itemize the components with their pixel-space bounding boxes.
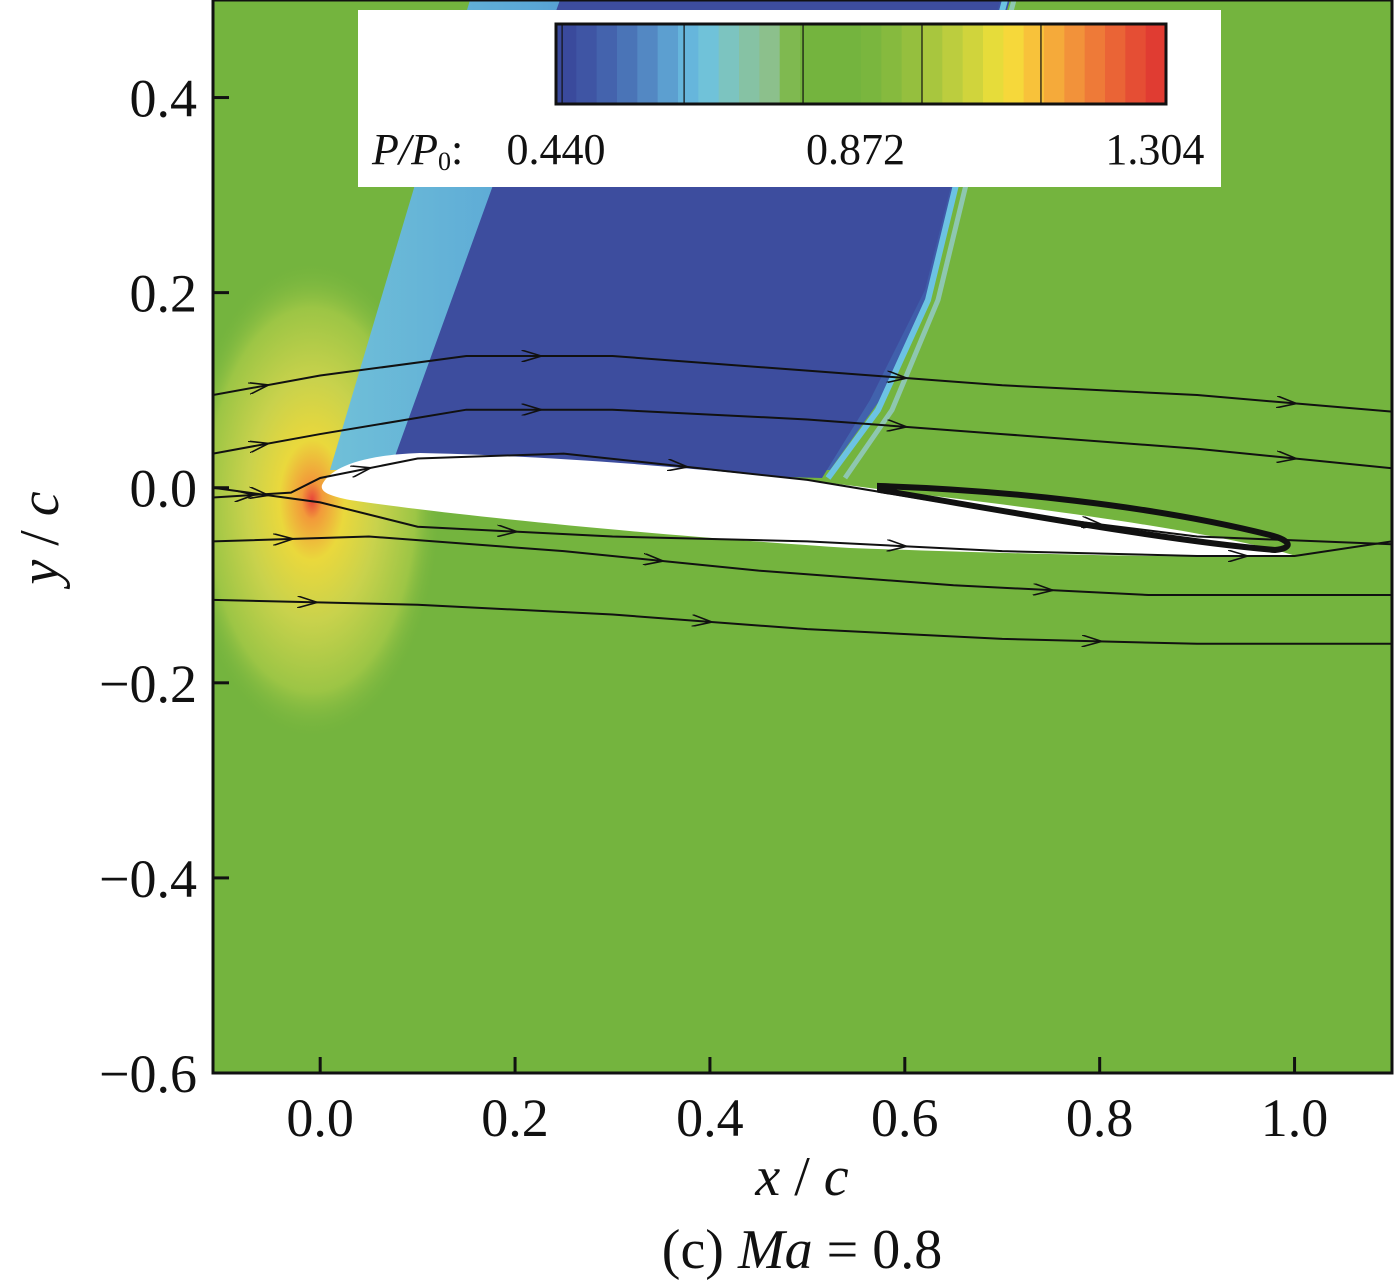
colorbar-tick-label: 0.872 — [806, 125, 905, 174]
y-tick-label: 0.0 — [130, 459, 198, 519]
colorbar-swatch — [576, 24, 598, 104]
y-tick-label: −0.6 — [99, 1044, 197, 1104]
x-tick-label: 1.0 — [1261, 1088, 1329, 1148]
y-tick-label: −0.2 — [99, 654, 197, 714]
y-tick-label: 0.2 — [130, 264, 198, 324]
y-tick-label: −0.4 — [99, 849, 197, 909]
colorbar — [556, 24, 1167, 104]
colorbar-swatch — [861, 24, 882, 104]
figure-caption: (c) Ma = 0.8 — [662, 1219, 942, 1281]
y-axis-label: y / c — [9, 491, 71, 589]
streamline — [213, 535, 1392, 597]
airfoil — [321, 453, 1296, 557]
colorbar-swatch — [1125, 24, 1147, 104]
colorbar-swatch — [1105, 24, 1126, 104]
colorbar-swatch — [1084, 24, 1106, 104]
y-axis: 0.4 0.2 0.0 −0.2 −0.4 −0.6 — [99, 69, 229, 1104]
colorbar-swatch — [637, 24, 659, 104]
colorbar-swatch — [962, 24, 984, 104]
colorbar-swatch — [596, 24, 618, 104]
colorbar-swatch — [983, 24, 1004, 104]
x-tick-label: 0.2 — [481, 1088, 549, 1148]
colorbar-swatch — [881, 24, 903, 104]
colorbar-legend: P/P0: 0.440 0.872 1.304 — [358, 10, 1221, 187]
colorbar-swatch — [739, 24, 760, 104]
colorbar-swatch — [556, 24, 577, 104]
x-tick-label: 0.8 — [1066, 1088, 1134, 1148]
colorbar-swatch — [1003, 24, 1025, 104]
streamlines — [213, 356, 1392, 644]
colorbar-swatch — [901, 24, 923, 104]
colorbar-swatch — [617, 24, 638, 104]
colorbar-frame — [554, 22, 1168, 106]
colorbar-swatch — [820, 24, 842, 104]
streamline — [213, 408, 1392, 470]
colorbar-tick-labels: 0.440 0.872 1.304 — [507, 125, 1205, 174]
colorbar-swatch — [840, 24, 862, 104]
colorbar-tick-label: 1.304 — [1105, 125, 1204, 174]
colorbar-swatch — [759, 24, 781, 104]
colorbar-swatch — [1044, 24, 1065, 104]
y-tick-label: 0.4 — [130, 69, 198, 129]
x-axis-label: x / c — [754, 1146, 848, 1208]
streamline — [213, 486, 1392, 558]
colorbar-swatch — [698, 24, 720, 104]
separation-bubble — [877, 482, 1291, 554]
colorbar-swatch — [678, 24, 699, 104]
colorbar-tick-label: 0.440 — [507, 125, 606, 174]
x-tick-label: 0.4 — [676, 1088, 744, 1148]
colorbar-swatch — [657, 24, 679, 104]
colorbar-swatch — [800, 24, 821, 104]
colorbar-swatch — [1145, 24, 1167, 104]
colorbar-swatch — [942, 24, 964, 104]
streamline — [213, 355, 1392, 413]
x-axis: 0.0 0.2 0.4 0.6 0.8 1.0 — [286, 1057, 1328, 1148]
colorbar-swatch — [779, 24, 801, 104]
colorbar-swatch — [1023, 24, 1045, 104]
plot-frame — [211, 0, 1394, 1075]
streamline — [213, 452, 1392, 546]
colorbar-swatch — [1064, 24, 1086, 104]
colorbar-title: P/P0: — [371, 125, 463, 176]
x-tick-label: 0.6 — [871, 1088, 939, 1148]
colorbar-swatch — [718, 24, 740, 104]
colorbar-swatch — [922, 24, 943, 104]
x-tick-label: 0.0 — [286, 1088, 354, 1148]
streamline — [213, 598, 1392, 645]
